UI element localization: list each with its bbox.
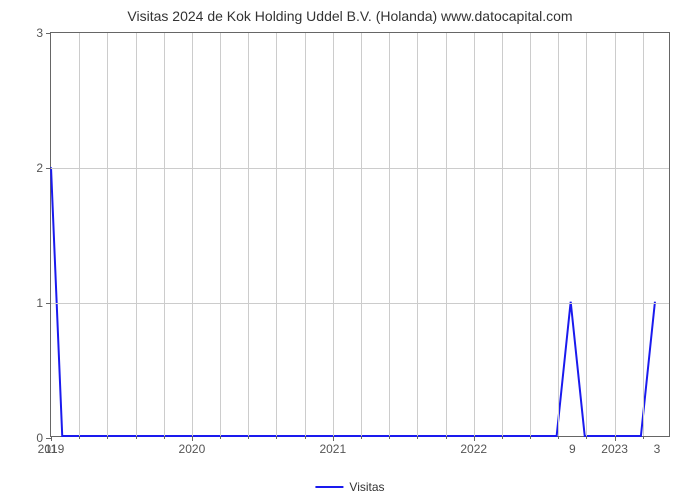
xtick-label: 2023 <box>601 436 628 456</box>
grid-line-vertical-minor <box>164 33 165 436</box>
xtick-mark-minor <box>530 436 531 439</box>
grid-line-vertical-minor <box>643 33 644 436</box>
xtick-mark-minor <box>136 436 137 439</box>
xtick-mark-minor <box>248 436 249 439</box>
xtick-mark-minor <box>643 436 644 439</box>
xtick-mark-minor <box>305 436 306 439</box>
grid-line-vertical-minor <box>446 33 447 436</box>
grid-line-vertical <box>615 33 616 436</box>
grid-line-vertical-minor <box>586 33 587 436</box>
line-series <box>51 33 669 436</box>
xtick-mark-minor <box>389 436 390 439</box>
grid-line-vertical <box>474 33 475 436</box>
xtick-label: 2022 <box>460 436 487 456</box>
chart-title: Visitas 2024 de Kok Holding Uddel B.V. (… <box>0 0 700 28</box>
data-point-label: 11 <box>45 442 57 456</box>
grid-line-vertical-minor <box>417 33 418 436</box>
data-point-label: 9 <box>569 442 576 456</box>
xtick-mark-minor <box>107 436 108 439</box>
grid-line-vertical-minor <box>136 33 137 436</box>
ytick-label: 1 <box>36 296 51 310</box>
grid-line-vertical-minor <box>248 33 249 436</box>
xtick-label: 2020 <box>179 436 206 456</box>
xtick-mark-minor <box>558 436 559 439</box>
grid-line-vertical-minor <box>79 33 80 436</box>
grid-line-vertical-minor <box>220 33 221 436</box>
grid-line-vertical <box>192 33 193 436</box>
ytick-label: 2 <box>36 161 51 175</box>
xtick-mark-minor <box>276 436 277 439</box>
grid-line-vertical-minor <box>389 33 390 436</box>
plot-area: 0123201920202021202220231193 <box>50 32 670 437</box>
grid-line-vertical <box>333 33 334 436</box>
grid-line-vertical-minor <box>107 33 108 436</box>
xtick-mark-minor <box>586 436 587 439</box>
legend-label: Visitas <box>349 480 384 494</box>
grid-line-vertical-minor <box>558 33 559 436</box>
grid-line-vertical-minor <box>530 33 531 436</box>
xtick-mark-minor <box>417 436 418 439</box>
grid-line-vertical-minor <box>305 33 306 436</box>
ytick-label: 3 <box>36 26 51 40</box>
xtick-mark-minor <box>79 436 80 439</box>
legend-swatch <box>315 486 343 488</box>
xtick-mark-minor <box>502 436 503 439</box>
grid-line-horizontal <box>51 168 669 169</box>
xtick-mark-minor <box>446 436 447 439</box>
grid-line-vertical-minor <box>276 33 277 436</box>
grid-line-vertical-minor <box>502 33 503 436</box>
data-point-label: 3 <box>654 442 661 456</box>
grid-line-vertical-minor <box>361 33 362 436</box>
xtick-mark-minor <box>164 436 165 439</box>
xtick-mark-minor <box>220 436 221 439</box>
xtick-mark-minor <box>361 436 362 439</box>
legend: Visitas <box>315 480 384 494</box>
grid-line-horizontal <box>51 303 669 304</box>
xtick-label: 2021 <box>319 436 346 456</box>
